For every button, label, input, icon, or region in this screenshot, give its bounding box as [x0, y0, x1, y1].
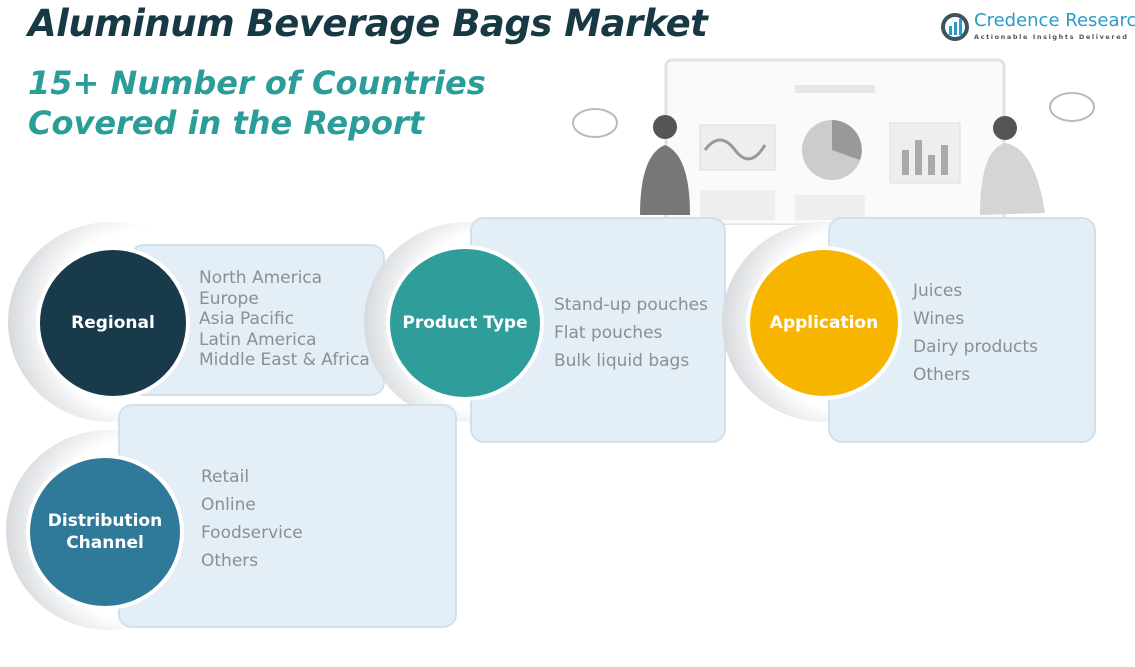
list-item: Others: [201, 551, 259, 571]
logo-name: Credence Research: [974, 10, 1135, 31]
distribution-channel-circle: Distribution Channel: [26, 454, 184, 610]
page-title: Aluminum Beverage Bags Market: [28, 2, 708, 45]
list-item: North America: [199, 268, 323, 288]
list-item: Juices: [913, 281, 963, 301]
presentation-illustration-icon: [572, 58, 1095, 225]
application-list: Juices Wines Dairy products Others: [913, 277, 1038, 389]
logo-icon: [941, 13, 969, 41]
list-item: Europe: [199, 288, 259, 309]
list-item: Others: [913, 365, 971, 385]
subtitle-line-1: 15+ Number of Countries: [28, 64, 486, 102]
list-item: Stand-up pouches: [554, 295, 708, 315]
list-item: Foodservice: [201, 523, 303, 543]
list-item: Latin America: [199, 329, 317, 350]
regional-circle: Regional: [36, 246, 190, 400]
list-item: Online: [201, 495, 256, 515]
list-item: Bulk liquid bags: [554, 351, 690, 371]
list-item: Asia Pacific: [199, 309, 295, 329]
product-type-list: Stand-up pouches Flat pouches Bulk liqui…: [554, 291, 708, 375]
list-item: Retail: [201, 467, 250, 487]
logo-tagline: Actionable Insights Delivered: [974, 33, 1129, 41]
list-item: Wines: [913, 309, 965, 329]
distribution-channel-list: Retail Online Foodservice Others: [201, 463, 303, 575]
list-item: Flat pouches: [554, 323, 663, 343]
list-item: Dairy products: [913, 337, 1038, 357]
regional-list: North America Europe Asia Pacific Latin …: [199, 268, 370, 371]
subtitle-line-2: Covered in the Report: [28, 104, 425, 142]
application-circle: Application: [746, 246, 902, 400]
product-type-circle: Product Type: [386, 245, 544, 401]
list-item: Middle East & Africa: [199, 350, 370, 370]
